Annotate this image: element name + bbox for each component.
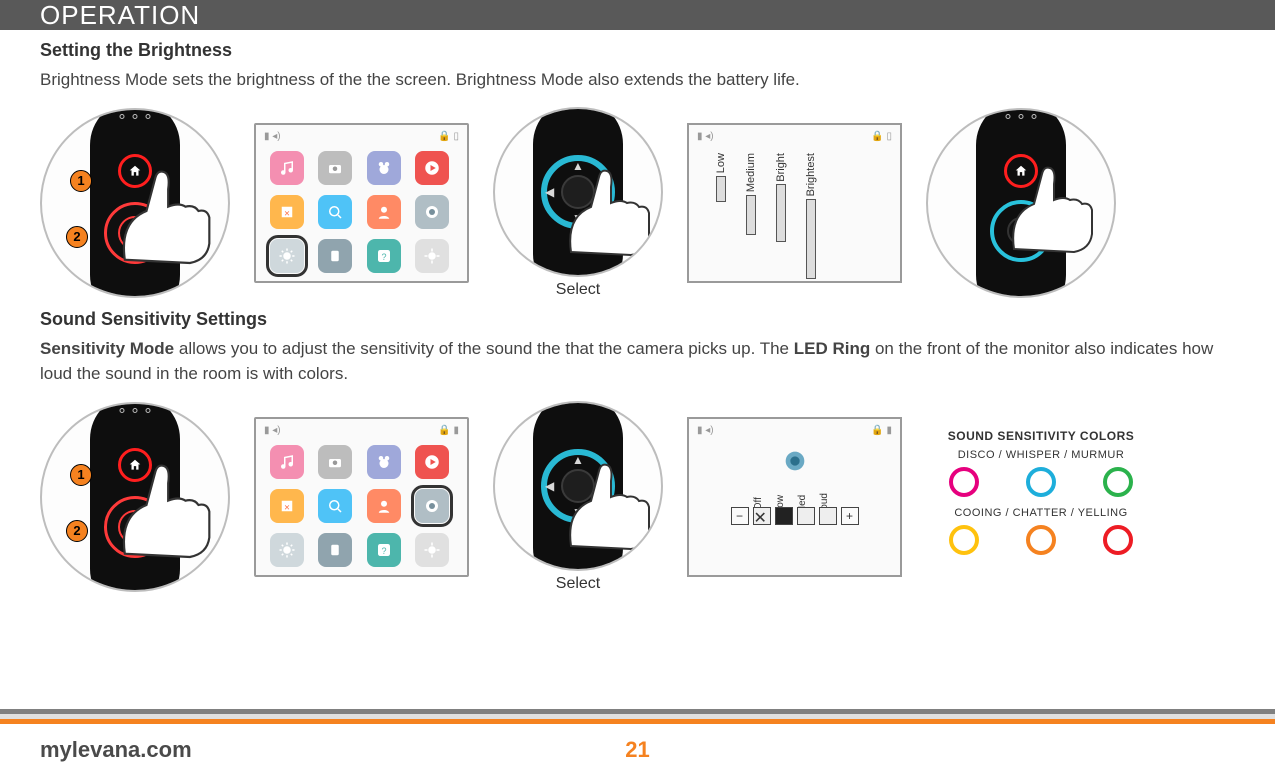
hand-illustration [114,156,230,266]
mic-icon [781,447,809,475]
brightness-option-label: Medium [745,153,757,192]
plus-icon: + [841,507,859,525]
menu-icon-sun [270,239,304,273]
legend-row1-label: DISCO / WHISPER / MURMUR [926,449,1156,461]
select-step-brightness: ▲ ▼ ◀ ▶ Select [493,107,663,299]
menu-icon-nozoom: ✕ [270,195,304,229]
footer: mylevana.com 21 [0,709,1275,775]
hand-illustration [561,451,663,551]
menu-icon-help: ? [367,533,401,567]
sound-body-bold2: LED Ring [794,339,871,358]
footer-domain: mylevana.com [40,737,192,763]
brightness-option-label: Bright [775,153,787,182]
sound-slider: − ✕ + [731,507,859,525]
device-result-illustration [926,108,1116,298]
svg-text:✕: ✕ [284,502,290,511]
brightness-option: Bright [775,153,787,243]
menu-icon-search [318,195,352,229]
menu-icon-camera [318,151,352,185]
footer-page-number: 21 [625,737,649,763]
step-badge-2: 2 [66,520,88,542]
brightness-option: Brightest [805,153,817,279]
menu-icon-camera [318,445,352,479]
step-badge-1: 1 [70,464,92,486]
slider-notch [797,507,815,525]
content-area: Setting the Brightness Brightness Mode s… [0,30,1275,709]
sound-body-bold1: Sensitivity Mode [40,339,174,358]
sound-heading: Sound Sensitivity Settings [40,309,1235,330]
menu-icon-help: ? [367,239,401,273]
hand-illustration [1004,154,1116,254]
brightness-option: Medium [745,153,757,235]
legend-color-swatch [1103,525,1133,555]
header-band: OPERATION [0,0,1275,30]
arrow-left-icon: ◀ [545,185,554,199]
menu-icon-device [318,239,352,273]
hand-illustration [561,157,663,257]
slider-notch [775,507,793,525]
sound-body-mid: allows you to adjust the sensitivity of … [174,339,794,358]
device-step-illustration: 1 2 [40,402,230,592]
brightness-body: Brightness Mode sets the brightness of t… [40,67,1235,93]
menu-icon-search [318,489,352,523]
menu-icon-bear [367,445,401,479]
menu-icon-play [415,151,449,185]
legend-row2-label: COOING / CHATTER / YELLING [926,507,1156,519]
menu-icon-mic [415,195,449,229]
legend-color-swatch [1026,467,1056,497]
brightness-bar [776,184,786,242]
step-badge-2: 2 [66,226,88,248]
hand-illustration [114,450,230,560]
svg-text:?: ? [381,545,386,555]
sound-options-panel: ▮ ◂)🔒 ▮ OffLowMedLoud − ✕ + [687,417,902,577]
brightness-option-label: Brightest [805,153,817,196]
brightness-row: 1 2 ▮ ◂)🔒 ▯ ✕? ▲ ▼ ◀ ▶ [40,107,1235,299]
legend-color-swatch [1103,467,1133,497]
sound-colors-legend: SOUND SENSITIVITY COLORS DISCO / WHISPER… [926,429,1156,565]
legend-color-swatch [949,467,979,497]
menu-panel-sound: ▮ ◂)🔒 ▮ ✕? [254,417,469,577]
menu-icon-device [318,533,352,567]
menu-icon-person [367,195,401,229]
menu-icon-gear [415,239,449,273]
menu-icon-music [270,151,304,185]
menu-icon-sun [270,533,304,567]
menu-icon-play [415,445,449,479]
svg-text:?: ? [381,251,386,261]
brightness-bar [806,199,816,279]
menu-icon-person [367,489,401,523]
slider-notch [819,507,837,525]
slider-notch: ✕ [753,507,771,525]
brightness-option: Low [715,153,727,202]
legend-color-swatch [949,525,979,555]
menu-icon-gear [415,533,449,567]
device-step-illustration: 1 2 [40,108,230,298]
select-step-sound: ▲ ▼ ◀ ▶ Select [493,401,663,593]
page-header-title: OPERATION [0,0,200,30]
sound-body: Sensitivity Mode allows you to adjust th… [40,336,1235,387]
brightness-options-panel: ▮ ◂)🔒 ▯ LowMediumBrightBrightest [687,123,902,283]
brightness-bar [716,176,726,202]
menu-icon-nozoom: ✕ [270,489,304,523]
brightness-heading: Setting the Brightness [40,40,1235,61]
brightness-bar [746,195,756,235]
step-badge-1: 1 [70,170,92,192]
menu-icon-bear [367,151,401,185]
menu-icon-music [270,445,304,479]
menu-panel-brightness: ▮ ◂)🔒 ▯ ✕? [254,123,469,283]
select-label: Select [556,575,600,593]
menu-icon-mic [415,489,449,523]
legend-color-swatch [1026,525,1056,555]
legend-title: SOUND SENSITIVITY COLORS [926,429,1156,443]
sound-row: 1 2 ▮ ◂)🔒 ▮ ✕? ▲ ▼ ◀ ▶ [40,401,1235,593]
brightness-option-label: Low [715,153,727,173]
minus-icon: − [731,507,749,525]
select-label: Select [556,281,600,299]
svg-text:✕: ✕ [284,208,290,217]
